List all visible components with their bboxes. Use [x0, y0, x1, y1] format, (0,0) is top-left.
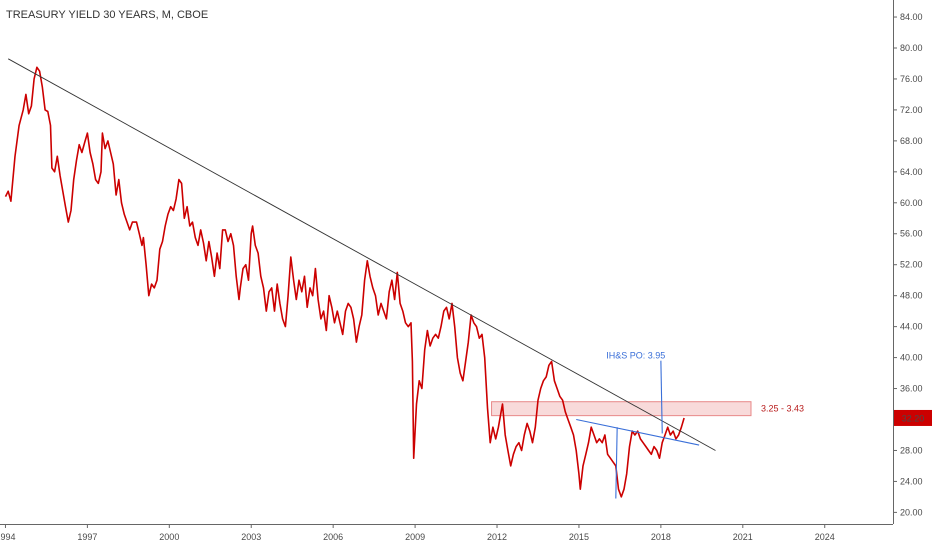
- y-tick-label: 36.00: [900, 384, 923, 394]
- y-tick-label: 64.00: [900, 167, 923, 177]
- x-tick-label: 1994: [0, 532, 15, 542]
- y-tick-label: 20.00: [900, 507, 923, 517]
- neckline: [576, 418, 700, 446]
- y-tick-label: 84.00: [900, 12, 923, 22]
- y-tick-label: 48.00: [900, 291, 923, 301]
- x-tick-label: 2003: [241, 532, 261, 542]
- y-tick-label: 80.00: [900, 43, 923, 53]
- y-tick-label: 28.00: [900, 445, 923, 455]
- y-tick-label: 52.00: [900, 260, 923, 270]
- target-projection-line: [660, 360, 663, 434]
- y-tick-label: 76.00: [900, 74, 923, 84]
- y-tick-label: 56.00: [900, 229, 923, 239]
- resistance-zone-label: 3.25 - 3.43: [761, 404, 804, 414]
- last-price-label: 32.20: [902, 413, 925, 423]
- x-tick-label: 2006: [323, 532, 343, 542]
- chart-title: TREASURY YIELD 30 YEARS, M, CBOE: [6, 9, 209, 21]
- x-tick-label: 2018: [651, 532, 671, 542]
- y-tick-label: 72.00: [900, 105, 923, 115]
- last-price-badge: [894, 409, 932, 426]
- x-tick-label: 2009: [405, 532, 425, 542]
- y-tick-label: 60.00: [900, 198, 923, 208]
- yield-series-line: [4, 66, 685, 498]
- x-tick-label: 2012: [487, 532, 507, 542]
- x-tick-label: 2000: [159, 532, 179, 542]
- x-tick-label: 1997: [77, 532, 97, 542]
- ihs-target-label: IH&S PO: 3.95: [606, 350, 665, 360]
- x-tick-label: 2015: [569, 532, 589, 542]
- head-depth-line: [615, 427, 618, 499]
- y-tick-label: 40.00: [900, 353, 923, 363]
- long-term-trendline: [7, 58, 716, 451]
- x-tick-label: 2021: [733, 532, 753, 542]
- y-tick-label: 68.00: [900, 136, 923, 146]
- x-tick-label: 2024: [815, 532, 835, 542]
- y-tick-label: 44.00: [900, 322, 923, 332]
- resistance-zone: [491, 401, 752, 417]
- y-tick-label: 24.00: [900, 476, 923, 486]
